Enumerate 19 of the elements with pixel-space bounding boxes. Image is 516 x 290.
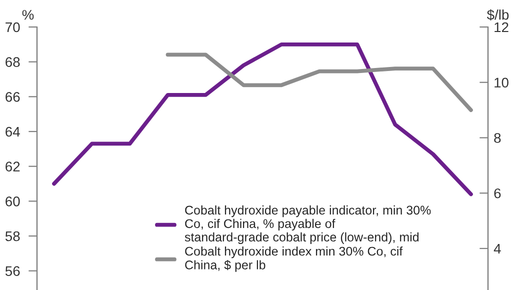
legend-label: Cobalt hydroxide payable indicator, min 30% Co, cif China, % payable of standard-grade cobalt price (low-end), mid	[184, 205, 431, 244]
y2-tick-label: 8	[494, 133, 501, 143]
y2-tick-label: 12	[494, 22, 508, 32]
y2-axis-title: $/lb	[486, 9, 509, 21]
y-tick-label: 64	[6, 126, 20, 137]
y-tick-label: 58	[5, 231, 20, 242]
legend-label: Cobalt hydroxide index min 30% Co, cif China, $ per lb	[185, 246, 403, 272]
y2-tick-label: 4	[494, 244, 501, 254]
y-tick-label: 56	[5, 266, 20, 276]
y2-tick-label: 10	[494, 78, 508, 88]
y-tick-label: 60	[6, 196, 20, 206]
y-tick-label: 62	[6, 162, 20, 172]
line-series	[166, 52, 473, 112]
y-tick-label: 66	[6, 92, 20, 102]
y-axis-title: %	[22, 10, 34, 20]
y-tick-label: 70	[6, 22, 20, 32]
y2-tick-label: 6	[494, 188, 501, 198]
line-series	[52, 42, 473, 196]
y-tick-label: 68	[6, 57, 20, 68]
